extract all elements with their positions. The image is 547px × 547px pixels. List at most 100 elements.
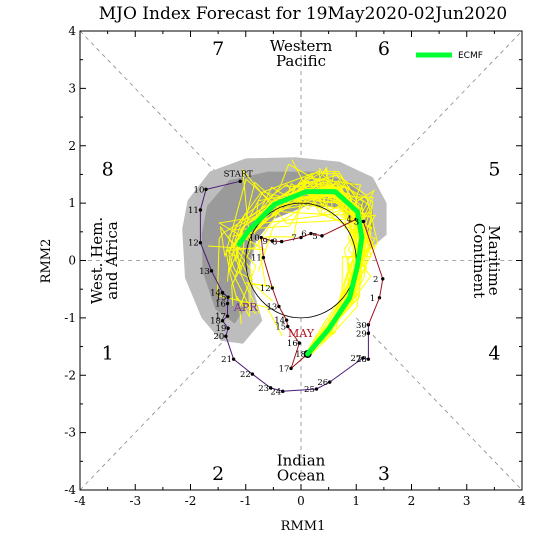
observed-april-point — [231, 357, 236, 361]
region-western-pacific-line: Western — [270, 37, 333, 55]
day-label: 12 — [260, 284, 271, 294]
region-west-hem-africa: West. Hem.and Africa — [88, 217, 121, 304]
day-label: 29 — [356, 329, 367, 339]
day-label: 15 — [216, 293, 227, 303]
phase-label: 7 — [212, 38, 224, 60]
spread-inner — [201, 171, 373, 324]
day-label: 6 — [301, 230, 306, 240]
day-label: 16 — [215, 300, 226, 310]
observed-may-point — [299, 235, 303, 240]
month-label: APR — [233, 301, 258, 314]
day-label: 2 — [373, 275, 378, 285]
region-west-hem-africa-line: West. Hem. — [88, 217, 106, 304]
observed-april-line — [199, 180, 369, 392]
observed-april-point — [225, 301, 230, 306]
day-label: 21 — [221, 355, 232, 365]
month-label: MAY — [288, 327, 315, 340]
day-label: 20 — [213, 332, 224, 342]
y-tick-label: 1 — [68, 196, 76, 210]
day-label: 22 — [240, 370, 251, 380]
observed-april-point — [220, 319, 225, 323]
observed-may-point — [381, 277, 385, 281]
day-label: 14 — [210, 289, 221, 299]
day-label: 26 — [317, 378, 328, 388]
y-tick-label: -2 — [64, 368, 76, 382]
day-label: 11 — [188, 206, 199, 216]
observed-may-point — [286, 324, 290, 329]
observed-connector — [367, 297, 380, 325]
day-label: 12 — [188, 239, 199, 249]
x-axis-label: RMM1 — [281, 519, 326, 534]
ensemble-spread-shading — [182, 157, 387, 344]
observed-april-point — [281, 389, 285, 394]
observed-april-point — [366, 357, 371, 361]
ensemble-member — [208, 169, 372, 353]
day-label: 10 — [249, 234, 260, 244]
phase-label: 3 — [378, 463, 390, 485]
observed-may-point — [261, 255, 266, 260]
observed-april-point — [220, 290, 225, 295]
phase-label: 2 — [212, 463, 224, 485]
region-indian-ocean-line: Indian — [277, 451, 326, 469]
x-tick-label: 0 — [297, 494, 305, 508]
day-label: 17 — [215, 312, 226, 322]
ecmf-mean-forecast — [236, 189, 365, 357]
observed-april-point — [226, 295, 230, 299]
ecmf-mean-line — [236, 189, 365, 357]
phase-label: 6 — [378, 38, 390, 60]
observed-april-point — [361, 356, 365, 360]
observed-may-point — [270, 239, 274, 243]
day-label: 23 — [258, 384, 269, 394]
observed-april-point — [226, 326, 230, 330]
x-tick-label: 3 — [463, 494, 471, 508]
ensemble-member — [233, 166, 376, 358]
observed-may-point — [259, 235, 263, 240]
y-tick-label: 0 — [68, 254, 76, 268]
y-tick-label: 2 — [68, 139, 76, 153]
observed-may-point — [309, 231, 313, 236]
observed-may-point — [284, 318, 289, 322]
observed-may-point — [320, 234, 324, 238]
start-label: START — [224, 169, 253, 179]
day-label: 27 — [350, 354, 361, 364]
observed-april-point — [209, 269, 214, 273]
chart-title: MJO Index Forecast for 19May2020-02Jun20… — [99, 4, 508, 24]
phase-label: 4 — [488, 342, 500, 364]
day-label: 28 — [356, 355, 367, 365]
day-label: 10 — [194, 185, 205, 195]
day-label: 1 — [370, 294, 375, 304]
observed-april-point — [225, 314, 230, 318]
ensemble-member — [245, 176, 365, 358]
observed-may-point — [361, 219, 366, 224]
region-maritime-continent-line: Maritime — [485, 225, 503, 295]
day-label: 17 — [279, 364, 290, 374]
x-tick-label: 1 — [352, 494, 360, 508]
day-label: 8 — [272, 238, 277, 248]
observed-april-point — [328, 380, 332, 384]
observed-may-point — [277, 304, 281, 309]
observed-april-point — [250, 372, 255, 376]
day-label: 24 — [270, 387, 281, 397]
day-label: 16 — [287, 339, 298, 349]
observed-april-point — [204, 187, 208, 192]
y-tick-label: 4 — [68, 24, 76, 38]
x-tick-label: -1 — [240, 494, 252, 508]
x-tick-label: -2 — [185, 494, 197, 508]
region-indian-ocean-line: Ocean — [277, 466, 326, 484]
legend-ecmf-label: ECMF — [458, 51, 483, 61]
day-label: 7 — [291, 234, 296, 244]
phase-label: 8 — [102, 159, 114, 181]
day-label: 13 — [199, 267, 210, 277]
day-label: 18 — [210, 317, 221, 327]
day-label: 19 — [216, 324, 227, 334]
phase-label: 1 — [102, 342, 114, 364]
phase-label: 5 — [488, 159, 500, 181]
region-west-hem-africa-line: and Africa — [103, 221, 121, 299]
day-label: 14 — [274, 316, 285, 326]
y-tick-label: -3 — [64, 426, 76, 440]
